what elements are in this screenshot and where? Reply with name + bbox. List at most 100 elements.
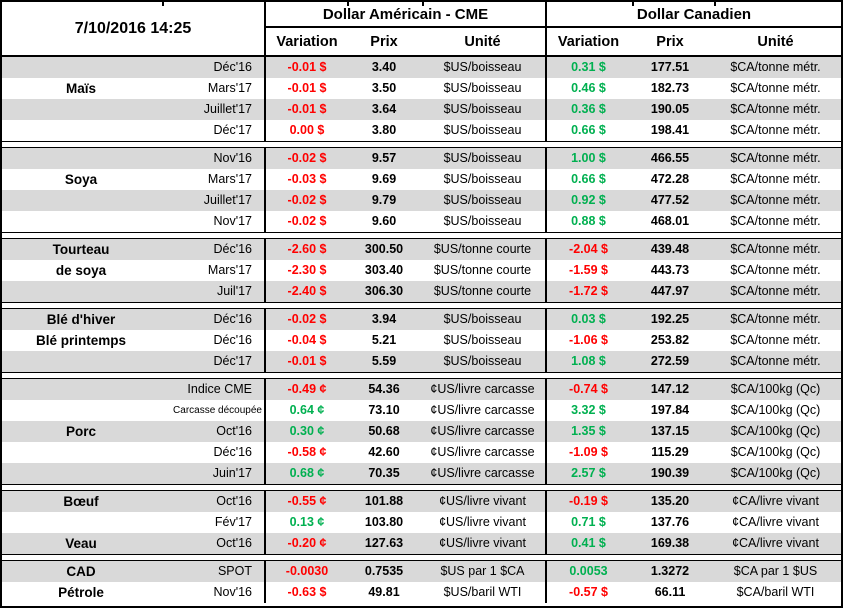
ca-variation: 0.36 $ bbox=[545, 99, 630, 120]
ca-price: 272.59 bbox=[650, 354, 690, 368]
us-price: 49.81 bbox=[368, 585, 400, 599]
us-variation: -0.58 ¢ bbox=[264, 442, 348, 463]
contract-month: Mars'17 bbox=[207, 172, 252, 186]
us-price: 300.50 bbox=[364, 242, 404, 256]
ca-price: 447.97 bbox=[650, 284, 690, 298]
us-unit: $US/tonne courte bbox=[433, 242, 532, 256]
commodity-label bbox=[2, 148, 160, 169]
table-row: Carcasse découpée 0.64 ¢ 73.10 ¢US/livre… bbox=[2, 400, 841, 421]
us-variation: 0.68 ¢ bbox=[264, 463, 348, 484]
commodity-label: Blé printemps bbox=[35, 333, 127, 348]
contract-month: Carcasse découpée bbox=[173, 405, 262, 416]
us-variation: -0.02 $ bbox=[264, 190, 348, 211]
ca-price: 466.55 bbox=[650, 151, 690, 165]
table-body: Déc'16 -0.01 $ 3.40 $US/boisseau 0.31 $ … bbox=[2, 57, 841, 603]
ca-price: 192.25 bbox=[650, 312, 690, 326]
commodity-label bbox=[2, 190, 160, 211]
us-price: 9.60 bbox=[371, 214, 397, 228]
ca-unit: $CA/tonne métr. bbox=[730, 102, 821, 116]
us-variation: -0.03 $ bbox=[264, 169, 348, 190]
ca-price: 472.28 bbox=[650, 172, 690, 186]
column-headers-us: Variation Prix Unité bbox=[266, 28, 545, 55]
us-variation: -0.01 $ bbox=[264, 99, 348, 120]
contract-month: Déc'16 bbox=[213, 445, 252, 459]
table-row: de soya Mars'17 -2.30 $ 303.40 $US/tonne… bbox=[2, 260, 841, 281]
ca-unit: $CA/100kg (Qc) bbox=[730, 403, 821, 417]
contract-month: Oct'16 bbox=[216, 424, 252, 438]
commodity-label: Blé d'hiver bbox=[46, 312, 116, 327]
contract-month: Nov'17 bbox=[213, 214, 252, 228]
gridline-tick bbox=[714, 2, 716, 6]
us-unit: $US/boisseau bbox=[443, 60, 522, 74]
commodity-label: CAD bbox=[66, 564, 96, 579]
us-price: 5.21 bbox=[371, 333, 397, 347]
us-unit: ¢US/livre vivant bbox=[439, 536, 526, 550]
table-row: Déc'17 -0.01 $ 5.59 $US/boisseau 1.08 $ … bbox=[2, 351, 841, 372]
ca-unit: $CA/baril WTI bbox=[736, 585, 815, 599]
gridline-tick bbox=[162, 2, 164, 6]
us-price: 303.40 bbox=[364, 263, 404, 277]
ca-price: 198.41 bbox=[650, 123, 690, 137]
table-row: Nov'17 -0.02 $ 9.60 $US/boisseau 0.88 $ … bbox=[2, 211, 841, 232]
ca-unit: ¢CA/livre vivant bbox=[732, 494, 819, 508]
commodity-group-ble: Blé d'hiver Déc'16 -0.02 $ 3.94 $US/bois… bbox=[2, 309, 841, 372]
ca-unit: $CA par 1 $US bbox=[733, 564, 818, 578]
ca-price: 147.12 bbox=[650, 382, 690, 396]
column-header-variation: Variation bbox=[276, 33, 338, 50]
table-row: Juillet'17 -0.01 $ 3.64 $US/boisseau 0.3… bbox=[2, 99, 841, 120]
us-variation: 0.30 ¢ bbox=[264, 421, 348, 442]
column-header-prix: Prix bbox=[370, 33, 398, 50]
commodity-label: Maïs bbox=[65, 81, 96, 96]
ca-unit: $CA/tonne métr. bbox=[730, 354, 821, 368]
ca-variation: 3.32 $ bbox=[545, 400, 630, 421]
ca-price: 443.73 bbox=[650, 263, 690, 277]
commodity-label: Porc bbox=[65, 424, 96, 439]
us-unit: ¢US/livre vivant bbox=[439, 515, 526, 529]
commodity-label bbox=[2, 442, 160, 463]
ca-variation: 0.46 $ bbox=[545, 78, 630, 99]
ca-price: 197.84 bbox=[650, 403, 690, 417]
commodity-group-mais: Déc'16 -0.01 $ 3.40 $US/boisseau 0.31 $ … bbox=[2, 57, 841, 141]
table-row: Juillet'17 -0.02 $ 9.79 $US/boisseau 0.9… bbox=[2, 190, 841, 211]
us-variation: -0.01 $ bbox=[264, 78, 348, 99]
ca-variation: -1.72 $ bbox=[545, 281, 630, 302]
column-header-variation: Variation bbox=[557, 33, 620, 50]
table-row: Indice CME -0.49 ¢ 54.36 ¢US/livre carca… bbox=[2, 379, 841, 400]
table-row: Blé printemps Déc'16 -0.04 $ 5.21 $US/bo… bbox=[2, 330, 841, 351]
us-variation: -2.40 $ bbox=[264, 281, 348, 302]
ca-unit: $CA/tonne métr. bbox=[730, 81, 821, 95]
us-variation: -0.01 $ bbox=[264, 351, 348, 372]
ca-variation: -0.19 $ bbox=[545, 491, 630, 512]
group-separator bbox=[2, 302, 841, 309]
column-headers-ca: Variation Prix Unité bbox=[547, 28, 841, 55]
contract-month: Nov'16 bbox=[213, 585, 252, 599]
commodity-label bbox=[2, 281, 160, 302]
table-row: Pétrole Nov'16 -0.63 $ 49.81 $US/baril W… bbox=[2, 582, 841, 603]
gridline-tick bbox=[632, 2, 634, 6]
table-row: Veau Oct'16 -0.20 ¢ 127.63 ¢US/livre viv… bbox=[2, 533, 841, 554]
timestamp: 7/10/2016 14:25 bbox=[74, 19, 192, 37]
us-unit: ¢US/livre carcasse bbox=[430, 445, 535, 459]
ca-variation: -2.04 $ bbox=[545, 239, 630, 260]
us-price: 101.88 bbox=[364, 494, 404, 508]
table-row: Juil'17 -2.40 $ 306.30 $US/tonne courte … bbox=[2, 281, 841, 302]
contract-month: Indice CME bbox=[187, 382, 252, 396]
us-price: 9.79 bbox=[371, 193, 397, 207]
ca-variation: 1.08 $ bbox=[545, 351, 630, 372]
us-unit: ¢US/livre carcasse bbox=[430, 382, 535, 396]
us-price: 50.68 bbox=[368, 424, 400, 438]
table-row: Déc'16 -0.58 ¢ 42.60 ¢US/livre carcasse … bbox=[2, 442, 841, 463]
us-price: 9.57 bbox=[371, 151, 397, 165]
ca-price: 169.38 bbox=[650, 536, 690, 550]
ca-variation: 0.71 $ bbox=[545, 512, 630, 533]
table-row: Porc Oct'16 0.30 ¢ 50.68 ¢US/livre carca… bbox=[2, 421, 841, 442]
us-unit: $US/tonne courte bbox=[433, 284, 532, 298]
contract-month: Juin'17 bbox=[212, 466, 252, 480]
ca-unit: $CA/tonne métr. bbox=[730, 172, 821, 186]
contract-month: Déc'16 bbox=[213, 312, 252, 326]
ca-price: 477.52 bbox=[650, 193, 690, 207]
ca-variation: 0.66 $ bbox=[545, 120, 630, 141]
us-variation: -0.02 $ bbox=[264, 309, 348, 330]
ca-unit: ¢CA/livre vivant bbox=[732, 536, 819, 550]
